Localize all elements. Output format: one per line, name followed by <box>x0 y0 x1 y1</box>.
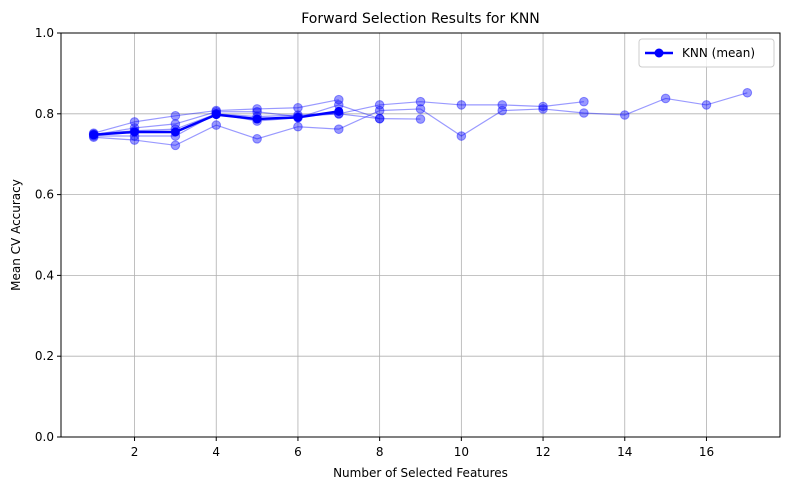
y-tick-label: 0.2 <box>35 349 54 363</box>
x-tick-label: 4 <box>212 445 220 459</box>
run-point <box>374 105 385 116</box>
legend: KNN (mean) <box>638 38 775 68</box>
x-tick-label: 8 <box>376 445 384 459</box>
y-axis-label: Mean CV Accuracy <box>9 179 23 291</box>
x-tick-label: 14 <box>617 445 632 459</box>
run-point <box>211 120 222 130</box>
run-point <box>333 124 344 134</box>
run-point <box>415 104 426 114</box>
mean-point <box>293 112 303 122</box>
mean-point <box>252 114 262 124</box>
run-series-group <box>88 87 753 151</box>
run-point <box>415 96 426 107</box>
run-point <box>456 100 467 110</box>
run-point <box>701 100 712 110</box>
y-tick-label: 0.0 <box>35 430 54 444</box>
y-tick-label: 0.6 <box>35 188 54 202</box>
run-point <box>415 114 426 124</box>
mean-point <box>334 106 344 116</box>
run-point <box>252 104 262 114</box>
legend-marker-swatch <box>654 48 664 58</box>
run-point <box>293 102 303 113</box>
run-point <box>170 140 181 151</box>
run-point <box>538 104 548 114</box>
x-tick-label: 12 <box>535 445 550 459</box>
run-point <box>374 113 385 124</box>
run-point <box>538 101 548 112</box>
plot-frame <box>60 32 781 438</box>
run-point <box>579 108 589 118</box>
x-tick-label: 16 <box>699 445 714 459</box>
x-tick-label: 6 <box>294 445 302 459</box>
run-point <box>374 100 385 110</box>
run-point <box>129 135 140 145</box>
legend-box <box>638 38 775 68</box>
run-point <box>660 93 671 104</box>
run-point <box>129 117 140 127</box>
run-point <box>333 94 344 105</box>
x-axis-ticks: 2 4 6 8 10 12 14 16 <box>131 437 714 459</box>
run-point <box>497 100 508 110</box>
mean-point <box>130 127 140 137</box>
y-axis-ticks: 0.0 0.2 0.4 0.6 0.8 1.0 <box>35 26 61 444</box>
grid <box>61 32 780 438</box>
y-tick-label: 0.4 <box>35 268 54 282</box>
run-point <box>579 96 589 107</box>
mean-series-group <box>89 106 344 140</box>
x-axis-label: Number of Selected Features <box>333 466 508 480</box>
run-point <box>497 105 508 116</box>
x-tick-label: 2 <box>131 445 139 459</box>
run-point <box>293 121 303 132</box>
run-line <box>93 92 748 146</box>
mean-point <box>211 110 221 120</box>
y-tick-label: 0.8 <box>35 107 54 121</box>
run-point <box>619 110 630 120</box>
mean-point <box>89 130 99 140</box>
legend-label: KNN (mean) <box>682 46 755 60</box>
y-tick-label: 1.0 <box>35 26 54 40</box>
run-point <box>374 113 385 124</box>
chart-title: Forward Selection Results for KNN <box>301 11 540 27</box>
run-point <box>170 111 181 121</box>
x-tick-label: 10 <box>454 445 469 459</box>
run-line <box>93 113 380 135</box>
run-point <box>252 134 262 144</box>
run-point <box>742 87 753 98</box>
mean-point <box>170 127 180 137</box>
run-point <box>456 131 467 141</box>
